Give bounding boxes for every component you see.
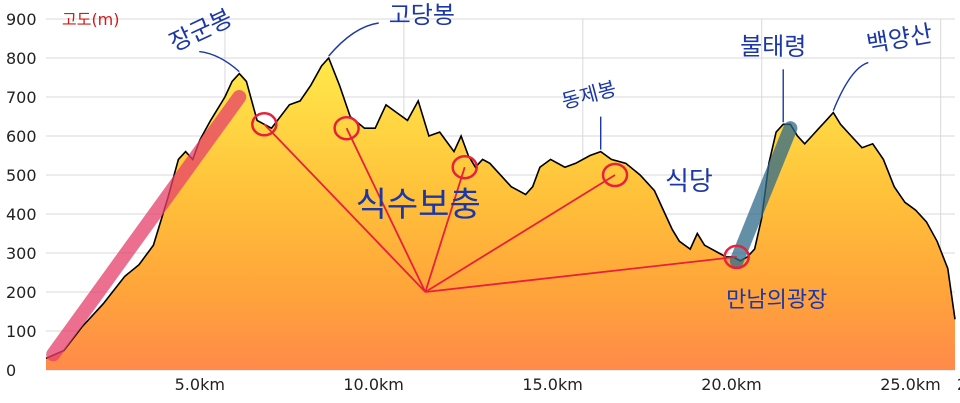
- annotation-label: 동제봉: [559, 76, 619, 113]
- x-tick-label: 15.0km: [522, 375, 582, 394]
- tick-layer: 0 100 200 300 400 500 600 700 800 900 5.0km 10.0km 1…: [6, 10, 960, 394]
- y-tick-label: 600: [6, 127, 37, 146]
- connector-line: [425, 256, 737, 293]
- red-connector-layer: [263, 123, 737, 293]
- circle-marker: [723, 244, 750, 270]
- annotation-label: 백양산: [865, 19, 935, 58]
- y-tick-label: 400: [6, 205, 37, 224]
- connector-line: [424, 166, 466, 293]
- y-tick-label: 700: [6, 88, 37, 107]
- annotation-label: 식수보충: [356, 185, 481, 225]
- x-tick-label: 20.0km: [701, 375, 761, 394]
- y-tick-label: 100: [6, 322, 37, 341]
- annotation-leader: [328, 22, 379, 57]
- annotation-label: 만남의광장: [726, 288, 827, 313]
- circle-marker: [601, 162, 629, 188]
- annotation-label: 고당봉: [389, 1, 455, 29]
- area-layer: [45, 56, 956, 370]
- connector-line: [424, 174, 616, 293]
- y-axis-unit-label: 고도(m): [62, 10, 120, 29]
- x-tick-label: 10.0km: [343, 375, 403, 394]
- y-tick-label: 300: [6, 244, 37, 263]
- y-tick-label: 0: [6, 361, 16, 380]
- annotation-leader: [199, 50, 240, 73]
- connector-line: [345, 127, 427, 293]
- elevation-line: [45, 56, 956, 360]
- elevation-area: [46, 58, 955, 370]
- x-tick-label-partial: 25.: [957, 375, 960, 394]
- highlight-stroke: [729, 121, 798, 268]
- circle-marker: [333, 115, 360, 141]
- circle-layer: [251, 112, 750, 270]
- annotation-leader: [832, 61, 869, 111]
- y-tick-label: 900: [6, 10, 37, 29]
- x-tick-label: 25.0km: [880, 375, 940, 394]
- y-tick-label: 200: [6, 283, 37, 302]
- circle-marker: [451, 154, 478, 180]
- annotation-label: 장군봉: [165, 4, 237, 57]
- annotation-label: 불태령: [740, 32, 806, 60]
- highlight-stroke: [46, 90, 247, 362]
- highlight-layer: [46, 90, 798, 362]
- x-tick-label: 5.0km: [175, 375, 225, 394]
- connector-line: [263, 123, 426, 293]
- annotation-label: 식당: [665, 167, 713, 197]
- y-tick-label: 500: [6, 166, 37, 185]
- circle-marker: [251, 112, 278, 137]
- y-tick-label: 800: [6, 49, 37, 68]
